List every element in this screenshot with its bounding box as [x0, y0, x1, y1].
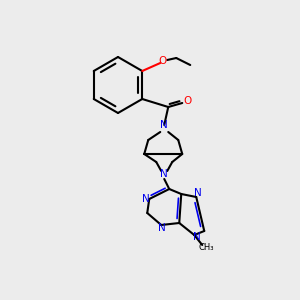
Text: N: N — [160, 169, 168, 179]
Text: N: N — [158, 223, 166, 233]
Text: N: N — [142, 194, 150, 204]
Text: O: O — [158, 56, 166, 66]
Text: N: N — [160, 120, 168, 130]
Text: CH₃: CH₃ — [199, 242, 214, 251]
Text: O: O — [183, 96, 191, 106]
Text: N: N — [194, 232, 201, 242]
Text: N: N — [194, 188, 202, 198]
